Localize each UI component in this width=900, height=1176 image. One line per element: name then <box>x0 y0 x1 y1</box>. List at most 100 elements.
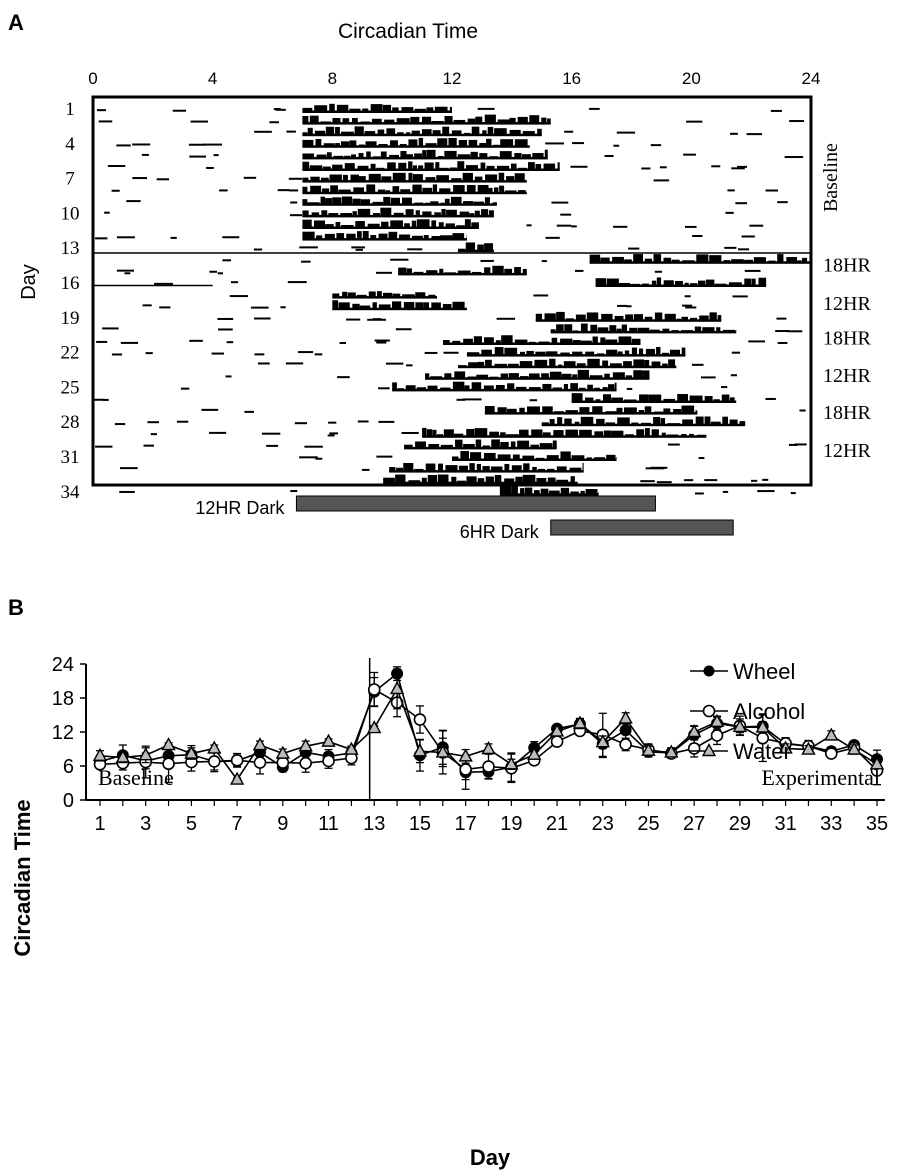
activity-burst <box>547 477 556 484</box>
activity-speck <box>613 144 620 147</box>
activity-speck <box>372 318 382 321</box>
activity-burst <box>314 105 328 112</box>
activity-burst <box>518 190 526 194</box>
activity-burst <box>671 330 679 333</box>
activity-burst <box>341 224 354 228</box>
activity-speck <box>289 214 303 217</box>
actogram-y-tick-label: 1 <box>65 99 75 120</box>
activity-burst <box>671 259 680 263</box>
activity-burst <box>681 405 695 414</box>
activity-speck <box>288 177 302 180</box>
activity-burst <box>565 429 578 437</box>
activity-burst <box>387 162 396 170</box>
data-point <box>161 737 176 751</box>
activity-burst <box>359 144 365 147</box>
activity-speck <box>176 420 189 423</box>
activity-burst <box>471 222 479 228</box>
activity-burst <box>466 476 477 484</box>
data-point <box>321 733 336 747</box>
data-point <box>778 740 793 754</box>
activity-burst <box>605 422 616 426</box>
activity-burst <box>484 267 491 275</box>
activity-burst <box>633 314 643 321</box>
activity-burst <box>404 444 413 449</box>
activity-speck <box>103 398 109 401</box>
activity-burst <box>541 422 549 426</box>
activity-speck <box>656 481 672 484</box>
legend-label: Water <box>733 739 791 764</box>
activity-burst <box>696 434 707 437</box>
phase-label: Baseline <box>820 143 842 212</box>
activity-burst <box>413 271 424 275</box>
activity-burst <box>405 385 416 391</box>
activity-speck <box>711 165 721 168</box>
activity-burst <box>320 121 331 124</box>
actogram-y-tick-label: 34 <box>61 482 81 503</box>
activity-burst <box>541 117 547 124</box>
activity-burst <box>492 144 500 147</box>
activity-burst <box>572 340 581 344</box>
activity-burst <box>644 406 652 414</box>
activity-burst <box>406 268 412 275</box>
activity-burst <box>426 107 434 112</box>
activity-burst <box>710 421 721 426</box>
activity-burst <box>459 211 470 217</box>
x-tick-label: 27 <box>683 813 705 835</box>
activity-burst <box>587 384 593 391</box>
activity-burst <box>403 463 414 472</box>
activity-burst <box>426 429 433 437</box>
activity-speck <box>730 374 737 377</box>
activity-burst <box>455 439 463 449</box>
activity-burst <box>714 283 727 286</box>
activity-burst <box>442 303 452 310</box>
x-tick-label: 5 <box>186 813 197 835</box>
activity-burst <box>596 418 605 426</box>
activity-burst <box>580 490 585 495</box>
activity-speck <box>613 225 628 228</box>
activity-burst <box>519 429 529 437</box>
activity-burst <box>325 126 335 136</box>
activity-burst <box>444 373 452 379</box>
activity-burst <box>575 314 586 321</box>
activity-burst <box>408 161 413 170</box>
activity-burst <box>585 397 594 402</box>
activity-burst <box>661 432 666 437</box>
activity-burst <box>413 468 424 472</box>
activity-speck <box>222 236 240 239</box>
activity-speck <box>496 317 516 320</box>
activity-burst <box>501 335 513 344</box>
activity-burst <box>578 387 586 391</box>
activity-burst <box>390 197 400 205</box>
activity-burst <box>484 452 496 460</box>
activity-burst <box>631 338 641 344</box>
activity-speck <box>378 420 395 423</box>
activity-burst <box>426 270 438 275</box>
activity-burst <box>528 373 540 379</box>
activity-burst <box>489 156 499 159</box>
activity-burst <box>482 445 491 449</box>
activity-burst <box>408 480 421 484</box>
activity-speck <box>776 317 787 320</box>
activity-burst <box>623 361 632 368</box>
data-point <box>619 738 632 751</box>
activity-burst <box>366 151 371 159</box>
activity-speck <box>154 282 173 285</box>
activity-burst <box>614 382 617 391</box>
activity-burst <box>600 257 610 263</box>
activity-burst <box>495 340 501 344</box>
data-point <box>482 760 495 773</box>
activity-burst <box>617 417 630 426</box>
activity-burst <box>406 154 413 159</box>
activity-burst <box>376 167 385 170</box>
phase-label: 12HR <box>823 365 871 387</box>
activity-burst <box>623 399 637 402</box>
activity-burst <box>633 370 643 379</box>
activity-burst <box>315 138 322 147</box>
activity-burst <box>402 294 415 298</box>
activity-burst <box>482 130 487 136</box>
activity-burst <box>494 347 504 356</box>
activity-speck <box>406 364 413 367</box>
activity-speck <box>188 143 206 146</box>
activity-burst <box>663 408 671 414</box>
activity-speck <box>770 109 782 112</box>
